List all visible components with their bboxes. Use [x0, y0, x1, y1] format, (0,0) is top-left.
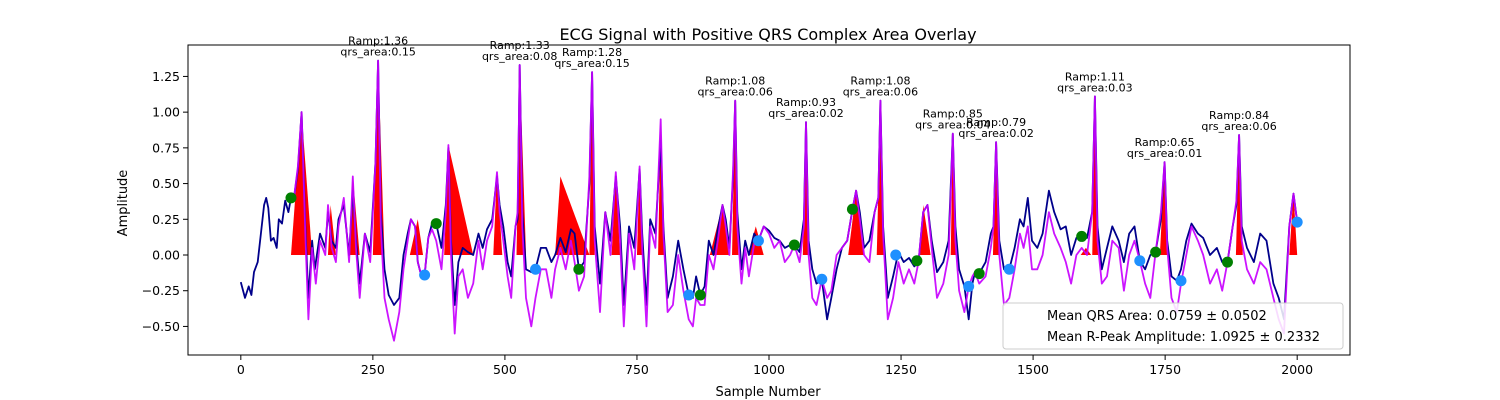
r-amp-annotation: Ramp:0.93 — [776, 96, 836, 109]
s-point-marker — [430, 218, 442, 230]
x-tick-label: 500 — [493, 362, 517, 377]
r-amp-annotation: Ramp:1.11 — [1065, 70, 1125, 83]
y-axis-label: Amplitude — [116, 170, 131, 237]
x-tick-label: 1250 — [885, 362, 917, 377]
qrs-area-fill — [555, 176, 590, 255]
q-point-marker — [816, 273, 828, 285]
qrs-area-annotation: qrs_area:0.15 — [340, 46, 415, 59]
r-amp-annotation: Ramp:0.85 — [923, 108, 983, 121]
q-point-marker — [1175, 275, 1187, 287]
q-point-marker — [419, 269, 431, 281]
s-point-marker — [788, 239, 800, 251]
qrs-area-annotation: qrs_area:0.04 — [915, 119, 990, 132]
r-amp-annotation: Ramp:0.65 — [1135, 136, 1195, 149]
q-point-marker — [530, 263, 542, 275]
qrs-area-annotation: qrs_area:0.06 — [843, 86, 918, 99]
x-tick-label: 0 — [237, 362, 245, 377]
y-tick-label: 0.75 — [152, 140, 180, 155]
y-tick-label: 1.25 — [152, 69, 180, 84]
s-point-marker — [973, 268, 985, 280]
legend: Mean QRS Area: 0.0759 ± 0.0502 Mean R-Pe… — [1002, 302, 1344, 350]
axis-layer: 0 250 500 750 1000 1250 1500 1750 2000 −0.50 −0.25… — [142, 69, 1313, 377]
qrs-area-fill — [327, 205, 336, 255]
y-tick-label: 0.50 — [152, 176, 180, 191]
qrs-area-fill — [290, 112, 313, 256]
y-tick-label: −0.50 — [142, 319, 180, 334]
s-point-marker — [694, 289, 706, 301]
legend-entry-qrs-area: Mean QRS Area: 0.0759 ± 0.0502 — [1047, 309, 1267, 324]
x-axis-label: Sample Number — [715, 385, 821, 400]
qrs-area-annotation: qrs_area:0.08 — [482, 50, 557, 63]
s-point-marker — [573, 263, 585, 275]
r-amp-annotation: Ramp:0.84 — [1209, 109, 1269, 122]
s-point-marker — [1150, 246, 1162, 258]
x-tick-label: 2000 — [1281, 362, 1313, 377]
s-point-marker — [285, 192, 297, 204]
y-tick-label: 1.00 — [152, 105, 180, 120]
r-amp-annotation: Ramp:1.28 — [562, 46, 622, 59]
qrs-area-fill — [493, 172, 503, 255]
q-point-marker — [963, 280, 975, 292]
qrs-area-fill — [848, 190, 865, 255]
qrs-area-fill — [611, 172, 621, 255]
chart-title: ECG Signal with Positive QRS Complex Are… — [559, 25, 976, 44]
x-tick-label: 1000 — [753, 362, 785, 377]
qrs-area-annotation: qrs_area:0.06 — [1201, 120, 1276, 133]
s-point-marker — [911, 255, 923, 267]
s-point-marker — [1221, 256, 1233, 268]
x-tick-label: 1750 — [1149, 362, 1181, 377]
s-point-marker — [846, 203, 858, 215]
r-amp-annotation: Ramp:0.79 — [966, 116, 1026, 129]
legend-box — [1002, 302, 1344, 350]
q-point-marker — [1003, 263, 1015, 275]
r-amp-annotation: Ramp:1.36 — [348, 35, 408, 48]
qrs-area-fill — [1080, 247, 1092, 255]
q-point-marker — [1134, 255, 1146, 267]
r-amp-annotation: Ramp:1.08 — [850, 75, 910, 88]
qrs-area-annotation: qrs_area:0.15 — [554, 57, 629, 70]
q-point-marker — [890, 249, 902, 261]
q-point-marker — [683, 289, 695, 301]
x-tick-label: 1500 — [1017, 362, 1049, 377]
qrs-area-annotation: qrs_area:0.02 — [958, 127, 1033, 140]
q-point-marker — [752, 235, 764, 247]
plot-layer: Ramp:1.36qrs_area:0.15Ramp:1.33qrs_area:… — [239, 35, 1303, 342]
qrs-area-annotation: qrs_area:0.06 — [697, 86, 772, 99]
y-tick-label: 0.00 — [152, 248, 180, 263]
qrs-area-annotation: qrs_area:0.01 — [1127, 147, 1202, 160]
qrs-area-annotation: qrs_area:0.02 — [768, 107, 843, 120]
q-point-marker — [1291, 216, 1303, 228]
x-tick-label: 250 — [361, 362, 385, 377]
y-tick-label: 0.25 — [152, 212, 180, 227]
s-point-marker — [1076, 230, 1088, 242]
qrs-area-annotation: qrs_area:0.03 — [1057, 81, 1132, 94]
y-tick-label: −0.25 — [142, 283, 180, 298]
x-tick-label: 750 — [625, 362, 649, 377]
r-amp-annotation: Ramp:1.08 — [705, 75, 765, 88]
legend-entry-r-peak-amplitude: Mean R-Peak Amplitude: 1.0925 ± 0.2332 — [1047, 330, 1320, 345]
